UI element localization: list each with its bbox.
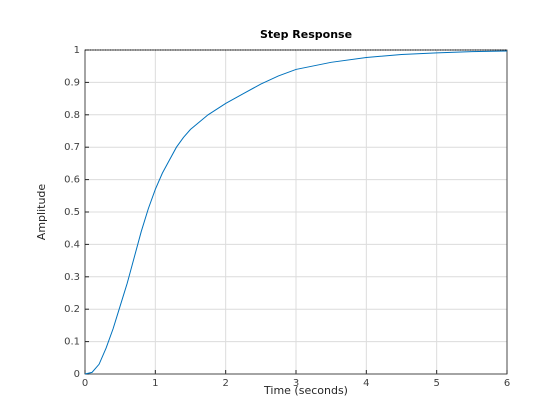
x-tick-label: 1 [152,378,158,389]
x-tick-label: 3 [293,378,299,389]
x-axis-label: Time (seconds) [263,384,348,397]
y-tick-label: 0.8 [64,110,80,121]
y-tick-label: 0.3 [64,272,80,283]
chart-title: Step Response [260,28,352,41]
y-axis-label: Amplitude [35,184,48,241]
x-tick-label: 0 [82,378,88,389]
y-tick-label: 0.2 [64,304,80,315]
y-tick-label: 1 [74,45,80,56]
x-tick-label: 6 [504,378,510,389]
series-line [84,50,508,375]
x-tick-label: 4 [363,378,369,389]
y-tick-label: 0.6 [64,175,80,186]
y-tick-label: 0 [74,369,80,380]
x-tick-label: 5 [433,378,439,389]
x-tick-label: 2 [222,378,228,389]
y-tick-label: 0.1 [64,337,80,348]
y-tick-label: 0.5 [64,207,80,218]
y-tick-label: 0.4 [64,239,80,250]
y-tick-label: 0.7 [64,142,80,153]
y-tick-label: 0.9 [64,77,80,88]
